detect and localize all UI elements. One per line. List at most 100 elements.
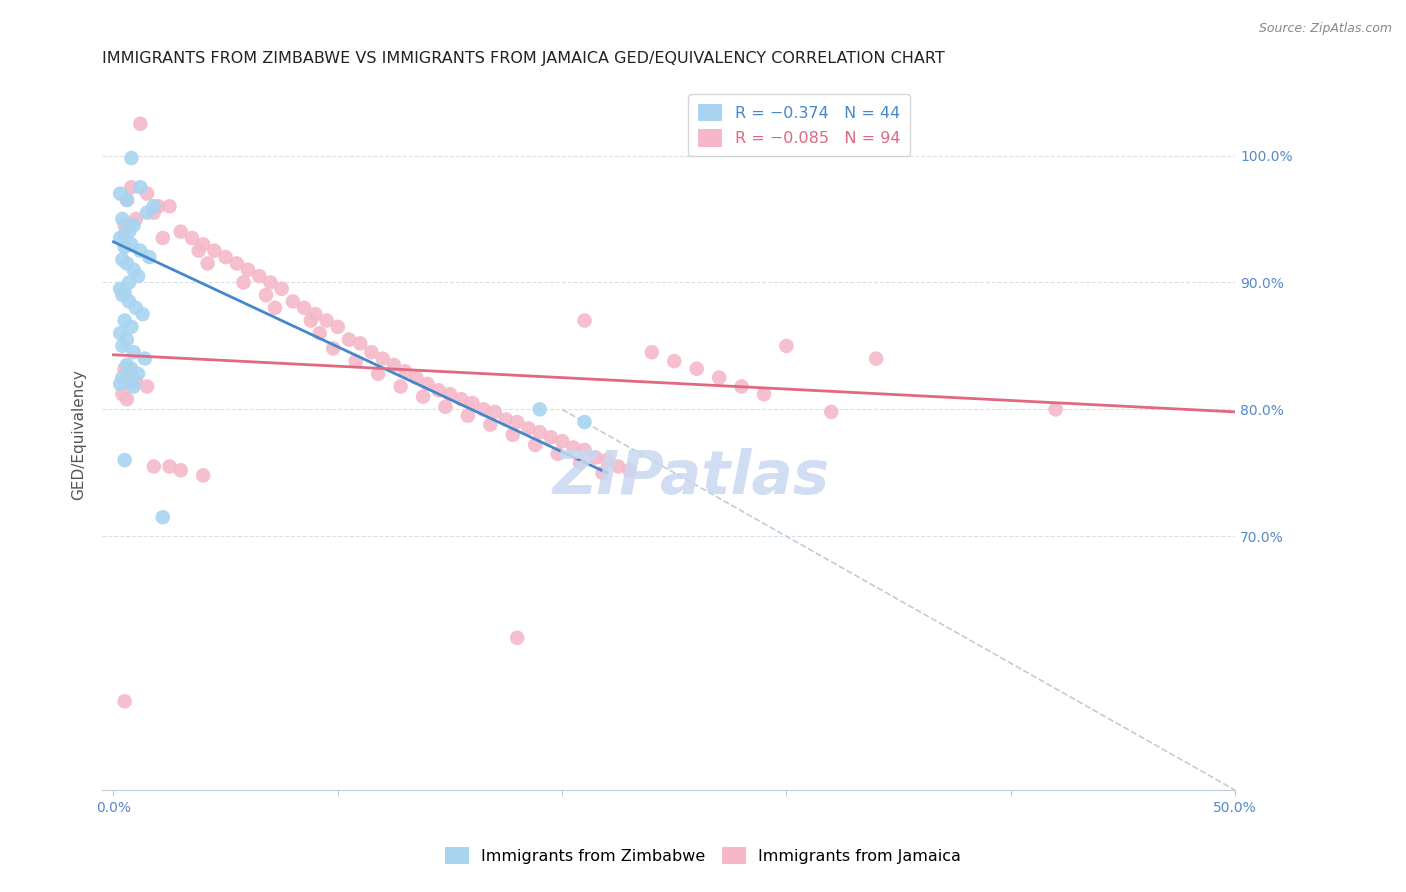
- Point: [115, 333, 138, 347]
- Point: [389, 379, 412, 393]
- Point: [118, 225, 141, 239]
- Point: [114, 313, 136, 327]
- Text: IMMIGRANTS FROM ZIMBABWE VS IMMIGRANTS FROM JAMAICA GED/EQUIVALENCY CORRELATION : IMMIGRANTS FROM ZIMBABWE VS IMMIGRANTS F…: [103, 51, 945, 66]
- Point: [517, 421, 540, 435]
- Point: [114, 694, 136, 708]
- Point: [502, 427, 524, 442]
- Point: [170, 225, 193, 239]
- Point: [148, 199, 170, 213]
- Point: [152, 231, 174, 245]
- Point: [479, 417, 502, 432]
- Point: [752, 387, 775, 401]
- Point: [152, 510, 174, 524]
- Text: Source: ZipAtlas.com: Source: ZipAtlas.com: [1258, 22, 1392, 36]
- Point: [405, 370, 427, 384]
- Point: [427, 384, 450, 398]
- Point: [115, 256, 138, 270]
- Point: [202, 244, 225, 258]
- Point: [707, 370, 730, 384]
- Point: [641, 345, 664, 359]
- Point: [136, 205, 159, 219]
- Point: [495, 412, 517, 426]
- Point: [114, 227, 136, 242]
- Point: [461, 396, 484, 410]
- Point: [592, 466, 614, 480]
- Point: [142, 459, 165, 474]
- Point: [129, 180, 152, 194]
- Point: [170, 463, 193, 477]
- Point: [120, 367, 142, 381]
- Point: [529, 402, 551, 417]
- Legend: R = −0.374   N = 44, R = −0.085   N = 94: R = −0.374 N = 44, R = −0.085 N = 94: [689, 95, 910, 156]
- Text: ZIPatlas: ZIPatlas: [553, 448, 830, 507]
- Point: [326, 319, 349, 334]
- Point: [686, 361, 709, 376]
- Point: [181, 231, 204, 245]
- Point: [118, 294, 141, 309]
- Point: [484, 405, 506, 419]
- Point: [118, 375, 141, 389]
- Point: [254, 288, 277, 302]
- Point: [191, 468, 214, 483]
- Point: [197, 256, 219, 270]
- Point: [394, 364, 416, 378]
- Point: [159, 199, 181, 213]
- Point: [122, 219, 145, 233]
- Point: [114, 285, 136, 300]
- Point: [114, 453, 136, 467]
- Point: [111, 387, 134, 401]
- Point: [619, 463, 641, 477]
- Point: [191, 237, 214, 252]
- Point: [125, 375, 148, 389]
- Point: [127, 367, 149, 381]
- Point: [142, 205, 165, 219]
- Point: [138, 250, 160, 264]
- Point: [349, 336, 371, 351]
- Point: [120, 151, 142, 165]
- Point: [120, 180, 142, 194]
- Point: [247, 269, 270, 284]
- Point: [434, 400, 457, 414]
- Point: [108, 231, 131, 245]
- Point: [304, 307, 326, 321]
- Point: [129, 244, 152, 258]
- Point: [136, 186, 159, 201]
- Point: [114, 240, 136, 254]
- Point: [270, 282, 292, 296]
- Point: [344, 354, 367, 368]
- Point: [111, 339, 134, 353]
- Point: [299, 313, 322, 327]
- Point: [125, 301, 148, 315]
- Point: [127, 269, 149, 284]
- Point: [562, 441, 585, 455]
- Point: [607, 459, 630, 474]
- Point: [585, 450, 607, 465]
- Point: [367, 367, 389, 381]
- Point: [574, 313, 596, 327]
- Point: [131, 307, 153, 321]
- Point: [439, 387, 461, 401]
- Point: [412, 390, 434, 404]
- Point: [232, 276, 254, 290]
- Point: [136, 379, 159, 393]
- Point: [108, 186, 131, 201]
- Point: [142, 199, 165, 213]
- Point: [472, 402, 495, 417]
- Point: [115, 193, 138, 207]
- Point: [820, 405, 842, 419]
- Point: [120, 361, 142, 376]
- Point: [159, 459, 181, 474]
- Point: [506, 631, 529, 645]
- Point: [225, 256, 247, 270]
- Point: [506, 415, 529, 429]
- Point: [371, 351, 394, 366]
- Point: [259, 276, 281, 290]
- Legend: Immigrants from Zimbabwe, Immigrants from Jamaica: Immigrants from Zimbabwe, Immigrants fro…: [439, 840, 967, 871]
- Point: [281, 294, 304, 309]
- Point: [118, 276, 141, 290]
- Point: [122, 262, 145, 277]
- Point: [115, 358, 138, 372]
- Point: [264, 301, 287, 315]
- Point: [115, 193, 138, 207]
- Point: [322, 342, 344, 356]
